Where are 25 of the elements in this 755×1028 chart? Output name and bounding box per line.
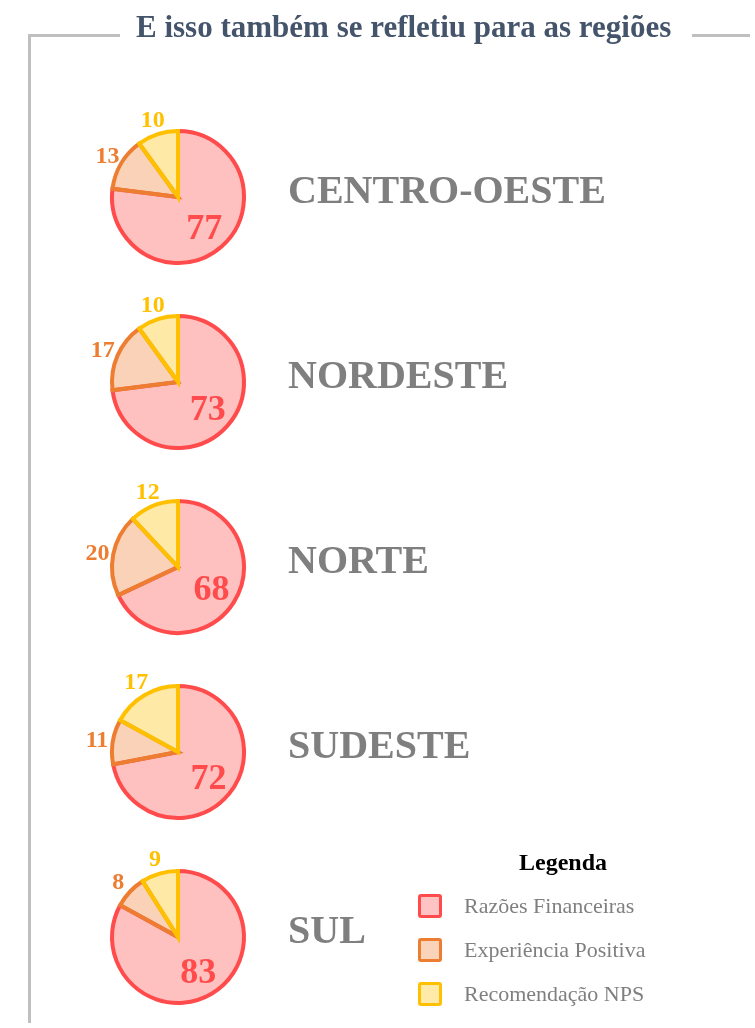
- data-label: 68: [193, 568, 230, 609]
- data-label: 83: [180, 951, 217, 992]
- data-label: 77: [186, 206, 223, 247]
- legend-title: Legenda: [518, 849, 608, 876]
- data-label: 11: [85, 726, 109, 753]
- text: E isso também se refletiu para as regiões: [136, 8, 673, 46]
- text: CENTRO-OESTE: [288, 166, 606, 213]
- data-label: 17: [124, 668, 149, 695]
- text: SUL: [288, 906, 366, 953]
- text: NORDESTE: [288, 351, 509, 398]
- data-label: 12: [135, 477, 160, 504]
- data-label: 9: [149, 845, 162, 872]
- legend-label: Recomendação NPS: [464, 981, 645, 1007]
- data-label: 8: [112, 867, 125, 894]
- data-label: 17: [90, 336, 115, 363]
- data-label: 20: [85, 538, 110, 565]
- text: SUDESTE: [288, 721, 471, 768]
- data-label: 10: [140, 291, 165, 318]
- legend-label: Razões Financeiras: [464, 893, 635, 919]
- text: NORTE: [288, 536, 429, 583]
- data-label: 73: [189, 388, 226, 429]
- legend-label: Experiência Positiva: [464, 937, 646, 963]
- data-label: 72: [190, 757, 227, 798]
- data-label: 13: [95, 142, 120, 169]
- data-label: 10: [140, 106, 165, 133]
